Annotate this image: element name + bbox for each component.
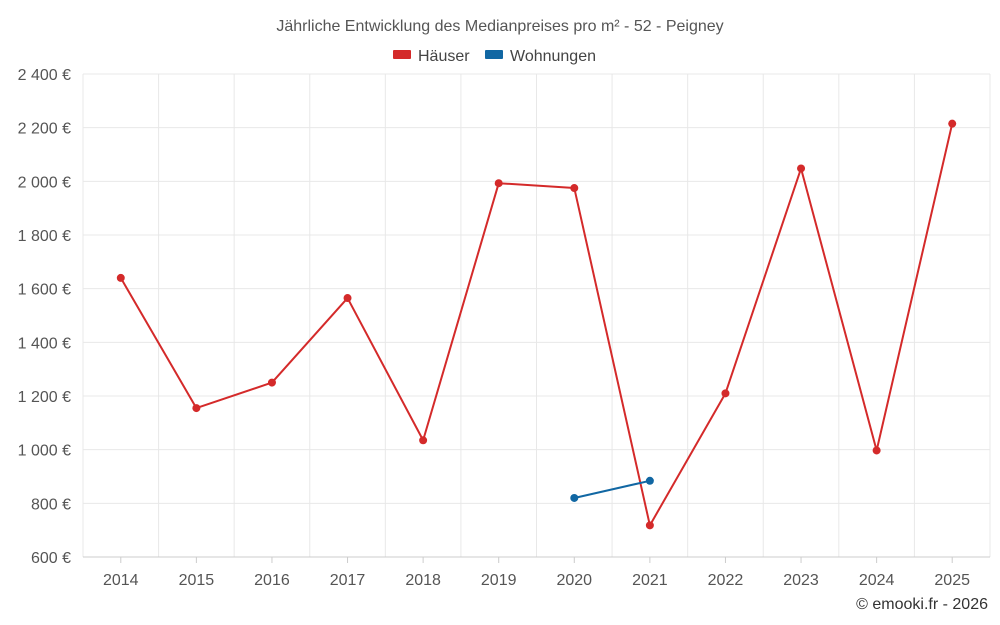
x-tick-label: 2020: [556, 572, 592, 589]
series-line-wohnungen: [574, 479, 651, 499]
legend-item-wohnungen[interactable]: Wohnungen: [485, 48, 596, 65]
series-wohnungen: [570, 476, 654, 502]
x-tick-label: 2015: [179, 572, 215, 589]
y-tick-label: 1 200 €: [18, 389, 71, 406]
y-tick-label: 1 600 €: [18, 282, 71, 299]
data-point-wohnungen-2020[interactable]: [570, 493, 579, 502]
y-tick-label: 2 400 €: [18, 67, 71, 84]
series: [116, 119, 957, 530]
legend-label-haeuser: Häuser: [418, 48, 470, 65]
x-tick-label: 2017: [330, 572, 366, 589]
legend-swatch-haeuser: [393, 50, 411, 59]
data-point-haeuser-2024[interactable]: [872, 446, 881, 455]
series-line-haeuser: [119, 123, 954, 527]
x-tick-label: 2019: [481, 572, 517, 589]
y-tick-label: 1 400 €: [18, 335, 71, 352]
legend-item-haeuser[interactable]: Häuser: [393, 48, 470, 65]
y-tick-label: 600 €: [31, 550, 71, 567]
x-tick-label: 2021: [632, 572, 668, 589]
x-tick-label: 2022: [708, 572, 744, 589]
data-point-haeuser-2015[interactable]: [192, 404, 201, 413]
x-tick-label: 2023: [783, 572, 819, 589]
credit-text: © emooki.fr - 2026: [856, 596, 988, 613]
data-point-haeuser-2023[interactable]: [797, 164, 806, 173]
grid: [82, 73, 991, 557]
y-tick-label: 2 200 €: [18, 121, 71, 138]
y-tick-label: 800 €: [31, 496, 71, 513]
data-point-haeuser-2018[interactable]: [419, 436, 428, 445]
chart-title: Jährliche Entwicklung des Medianpreises …: [276, 18, 723, 35]
data-point-haeuser-2017[interactable]: [343, 294, 352, 303]
data-point-haeuser-2021[interactable]: [645, 521, 654, 530]
data-point-wohnungen-2021[interactable]: [645, 476, 654, 485]
data-point-haeuser-2020[interactable]: [570, 184, 579, 193]
series-haeuser: [116, 119, 957, 530]
x-axis: 2014 2015 2016 2017 2018 2019 2020 2021 2022 2023…: [103, 557, 970, 589]
data-point-haeuser-2019[interactable]: [494, 179, 503, 188]
data-point-haeuser-2014[interactable]: [116, 273, 125, 282]
x-tick-label: 2014: [103, 572, 139, 589]
data-point-haeuser-2025[interactable]: [948, 119, 957, 128]
x-tick-label: 2024: [859, 572, 895, 589]
x-tick-label: 2016: [254, 572, 290, 589]
legend-swatch-wohnungen: [485, 50, 503, 59]
x-tick-label: 2018: [405, 572, 441, 589]
data-point-haeuser-2022[interactable]: [721, 389, 730, 398]
legend: Häuser Wohnungen: [393, 48, 596, 65]
y-axis: 600 € 800 € 1 000 € 1 200 € 1 400 € 1 600 € 1 …: [18, 67, 71, 567]
legend-label-wohnungen: Wohnungen: [510, 48, 596, 65]
x-tick-label: 2025: [934, 572, 970, 589]
y-tick-label: 2 000 €: [18, 174, 71, 191]
y-tick-label: 1 800 €: [18, 228, 71, 245]
data-point-haeuser-2016[interactable]: [267, 378, 276, 387]
y-tick-label: 1 000 €: [18, 443, 71, 460]
